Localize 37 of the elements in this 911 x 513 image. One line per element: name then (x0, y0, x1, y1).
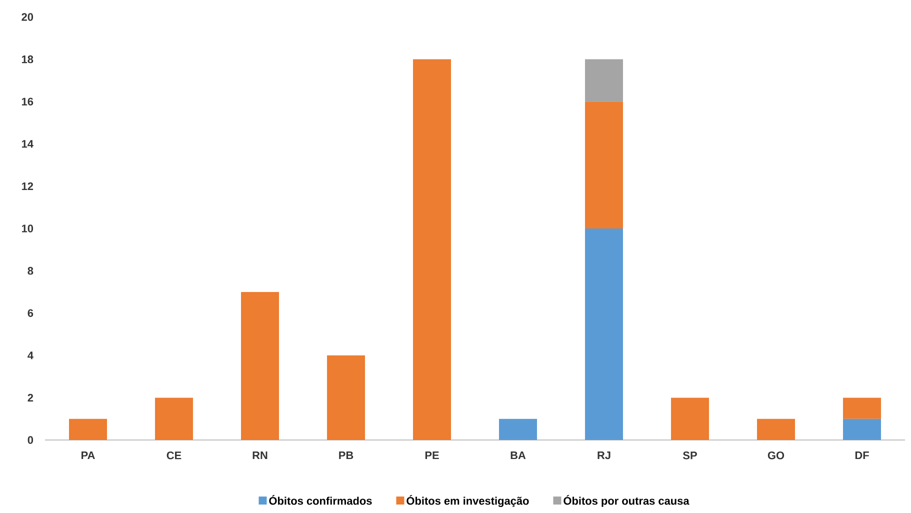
y-tick-label: 2 (28, 394, 34, 402)
bar (843, 398, 882, 419)
x-tick-label: RJ (598, 452, 610, 460)
x-tick-label: CE (166, 452, 182, 460)
legend-label: Óbitos em investigação (406, 494, 529, 507)
bar (843, 418, 882, 440)
y-tick-label: 0 (28, 436, 34, 444)
bar (241, 292, 279, 440)
bar (499, 418, 538, 440)
bar (413, 59, 452, 440)
bar (585, 59, 624, 102)
bar (585, 102, 624, 228)
y-tick-label: 16 (22, 98, 34, 106)
x-tick-label: SP (683, 452, 697, 460)
y-tick-label: 4 (28, 352, 34, 360)
y-tick-label: 10 (22, 224, 34, 232)
x-tick-label: GO (768, 452, 784, 460)
y-tick-label: 8 (28, 266, 34, 275)
bar (585, 228, 624, 440)
x-tick-label: PB (339, 452, 354, 460)
x-tick-label: RN (252, 452, 268, 460)
x-tick-label: DF (855, 452, 869, 460)
y-tick-label: 20 (22, 13, 34, 21)
y-tick-label: 6 (28, 309, 34, 317)
y-tick-label: 12 (22, 182, 34, 190)
bar (69, 418, 107, 440)
y-tick-label: 18 (22, 55, 34, 64)
x-tick-label: BA (510, 452, 526, 460)
bar (757, 418, 796, 440)
bar (327, 355, 366, 440)
bar (671, 398, 710, 440)
legend-label: Óbitos confirmados (269, 494, 372, 505)
x-tick-label: PA (82, 452, 95, 460)
x-tick-label: PE (425, 452, 439, 460)
bar (155, 398, 193, 440)
legend-label: Óbitos por outras causa (564, 494, 690, 507)
y-tick-label: 14 (22, 140, 34, 148)
